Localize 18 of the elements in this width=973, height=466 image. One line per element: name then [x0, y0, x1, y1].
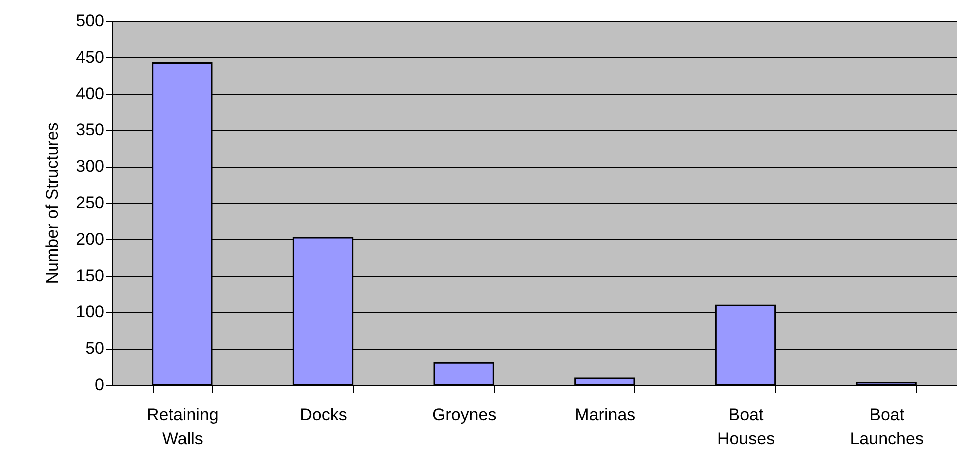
- y-tick-label: 300: [76, 157, 104, 176]
- y-tick-label: 400: [76, 84, 104, 104]
- y-tick-label: 450: [76, 48, 104, 67]
- x-tick-label: Groynes: [432, 406, 497, 424]
- x-tick-label: Boat Houses: [717, 406, 776, 448]
- y-tick-label: 500: [76, 12, 104, 30]
- x-tick-label: Docks: [300, 406, 348, 424]
- y-tick-label: 250: [76, 194, 104, 212]
- y-tick-label: 100: [76, 302, 104, 322]
- y-tick-label: 0: [95, 376, 104, 394]
- x-tick-label: Marinas: [575, 406, 636, 424]
- y-tick-label: 150: [76, 266, 104, 286]
- y-tick-label: 350: [76, 120, 104, 140]
- y-tick-label: 50: [86, 339, 104, 358]
- y-axis-title: Number of Structures: [43, 122, 62, 284]
- x-tick-label: Boat Launches: [850, 406, 924, 448]
- y-tick-label: 200: [76, 230, 104, 249]
- x-tick-label: Retaining Walls: [147, 406, 219, 448]
